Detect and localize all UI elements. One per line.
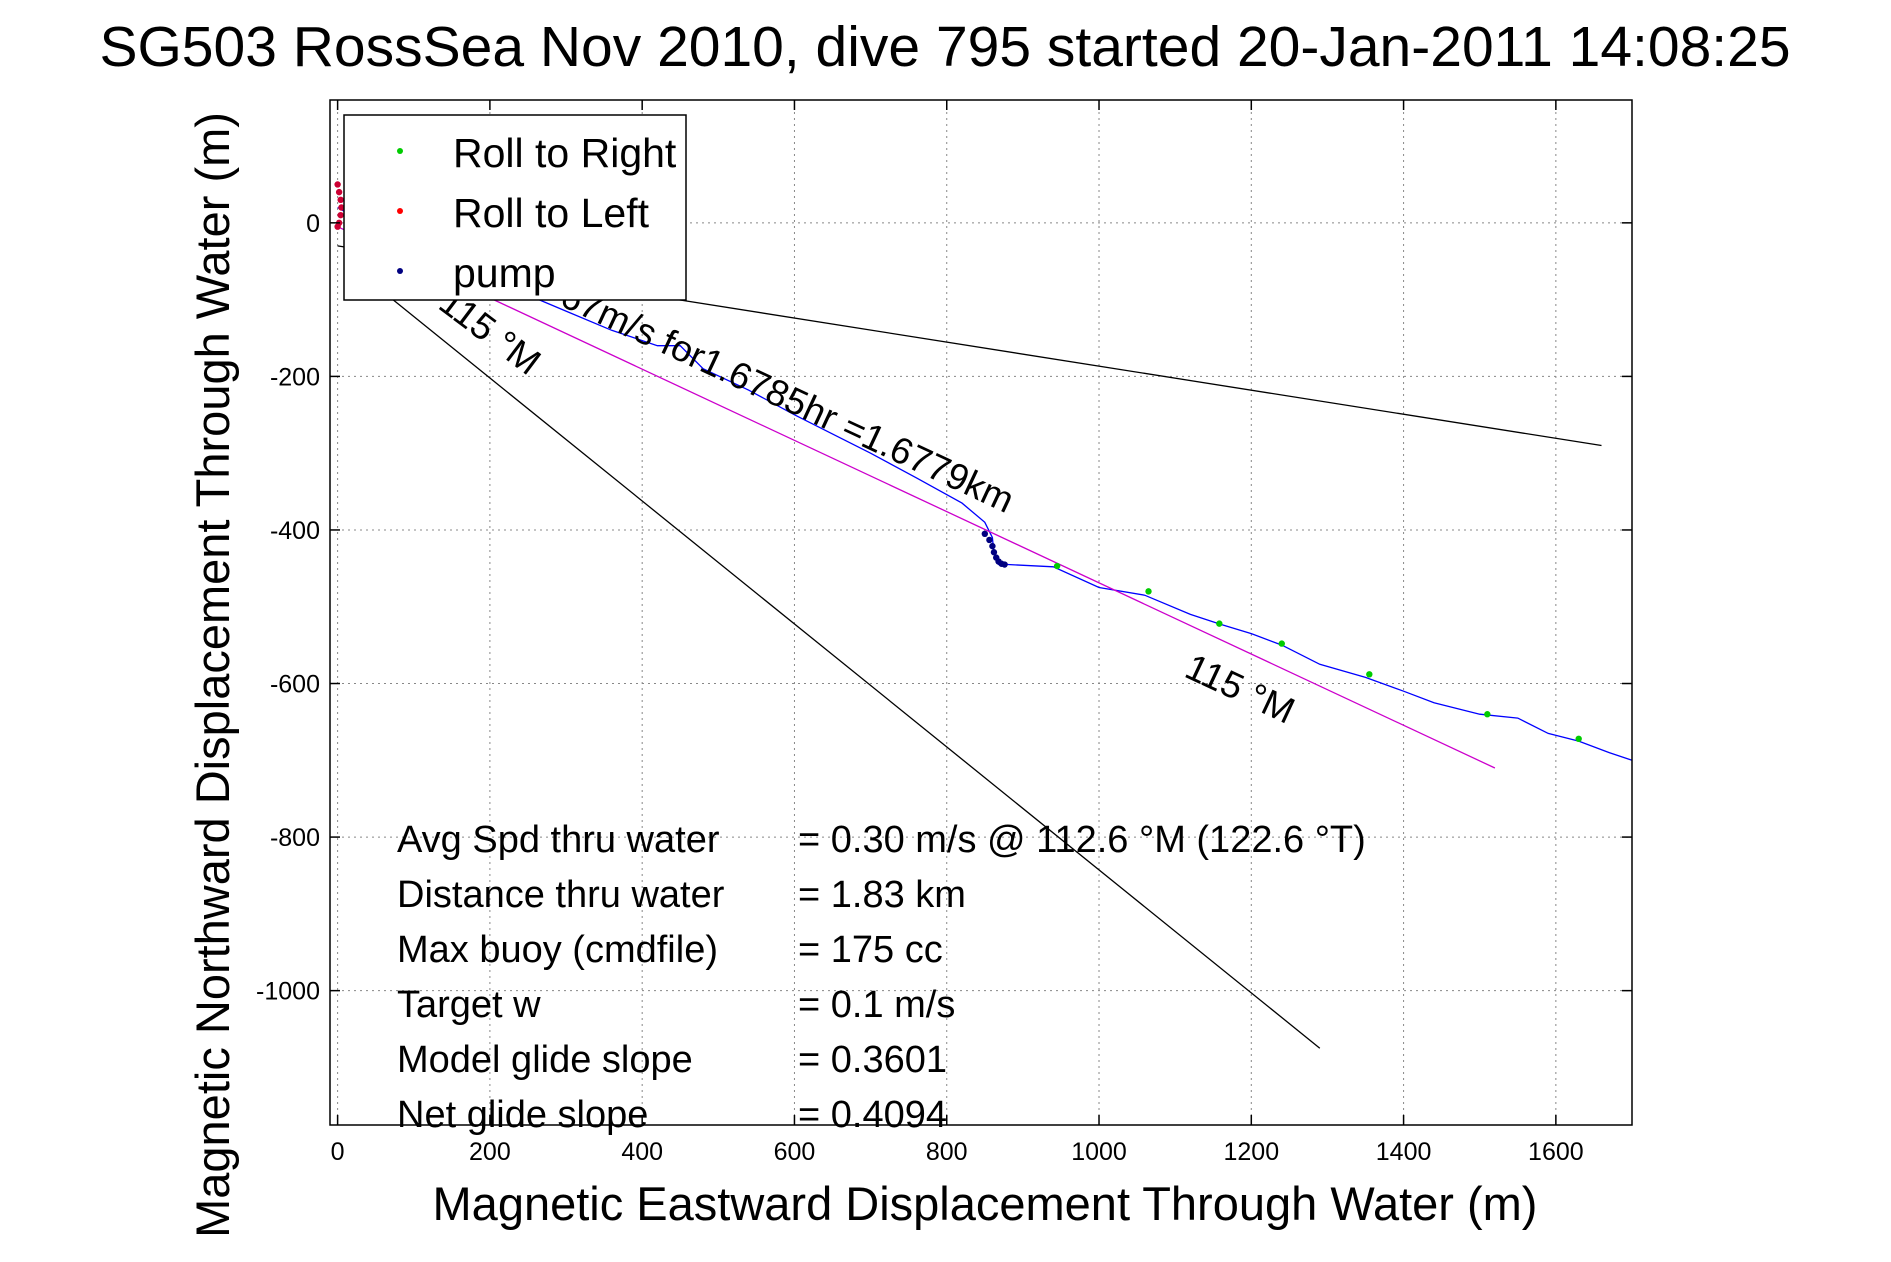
marker-point [990,549,998,556]
stats-block: Avg Spd thru water = 0.30 m/s @ 112.6 °M … [397,819,1366,1136]
marker-point [335,188,343,196]
x-tick-label: 1400 [1376,1138,1432,1166]
stat-label: Target w [397,984,541,1026]
x-tick-label: 1200 [1223,1138,1279,1166]
series-line [337,226,1496,769]
marker-point [338,204,345,211]
legend-marker [397,208,403,214]
legend-label: Roll to Left [453,190,650,236]
chart-title: SG503 RossSea Nov 2010, dive 795 started… [99,15,1790,79]
legend: Roll to Right Roll to Left pump [343,114,687,301]
marker-point [1001,561,1008,568]
stat-label: Net glide slope [397,1094,648,1136]
marker-point [1145,588,1152,595]
y-tick-label: 0 [306,210,320,238]
x-tick-label: 200 [469,1138,511,1166]
stat-value: = 0.30 m/s @ 112.6 °M (122.6 °T) [798,819,1366,861]
legend-marker [397,268,403,274]
y-tick-label: -600 [270,671,320,699]
marker-point [334,223,341,230]
legend-label: Roll to Right [453,130,677,176]
x-tick-label: 800 [926,1138,968,1166]
marker-point [989,542,996,550]
y-axis-label: Magnetic Northward Displacement Through … [186,112,239,1238]
plot-area-frame [329,99,1633,1126]
marker-point [1484,711,1491,718]
legend-marker [397,148,403,154]
stat-value: = 0.1 m/s [798,984,955,1026]
y-tick-label: -200 [270,363,320,391]
stat-value: = 0.4094 [798,1094,947,1136]
y-tick-label: -800 [270,824,320,852]
y-tick-label: -400 [270,517,320,545]
stat-label: Model glide slope [397,1039,693,1081]
stat-label: Max buoy (cmdfile) [397,929,718,971]
marker-point [337,211,344,219]
x-tick-label: 400 [621,1138,663,1166]
data-markers [334,181,1582,743]
legend-label: pump [453,250,556,296]
x-tick-label: 1000 [1071,1138,1127,1166]
marker-point [986,536,993,544]
x-axis-label: Magnetic Eastward Displacement Through W… [433,1177,1538,1230]
marker-point [1366,671,1373,678]
marker-point [337,196,344,204]
marker-point [1278,640,1285,647]
series-line [382,291,1321,1049]
marker-point [1216,620,1223,627]
marker-point [1053,562,1061,570]
stat-value: = 1.83 km [798,874,966,916]
stat-value: = 0.3601 [798,1039,947,1081]
stat-label: Distance thru water [397,874,725,916]
y-tick-label: -1000 [256,978,320,1006]
marker-point [1575,735,1582,743]
stat-value: = 175 cc [798,929,943,971]
stat-label: Avg Spd thru water [397,819,720,861]
x-tick-label: 0 [331,1138,345,1166]
marker-point [334,181,341,188]
x-tick-label: 1600 [1528,1138,1584,1166]
axis-ticks: 0 200 400 600 800 1000 1200 1400 1600 0 -200 -400 -6… [256,100,1632,1166]
marker-point [981,530,989,538]
x-tick-label: 600 [774,1138,816,1166]
